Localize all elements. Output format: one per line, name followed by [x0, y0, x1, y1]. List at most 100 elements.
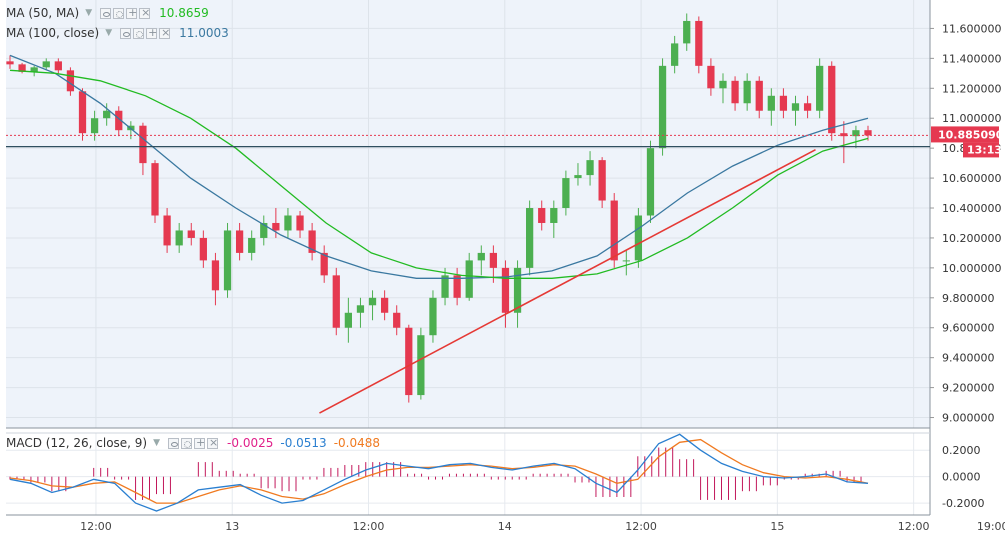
candle-body: [30, 67, 38, 72]
candle-body: [767, 95, 775, 111]
candle-body: [538, 208, 546, 223]
candle-body: [465, 260, 473, 298]
chevron-down-icon[interactable]: ▼: [85, 8, 93, 18]
x-tick-label: 15: [770, 520, 784, 533]
gear-icon[interactable]: [113, 7, 125, 19]
candle-body: [248, 237, 256, 253]
candle-body: [296, 215, 304, 231]
countdown-tag: [963, 142, 999, 158]
candle-body: [103, 110, 111, 119]
ma50-line: [9, 69, 869, 279]
candle-body: [260, 222, 268, 238]
candle-body: [405, 327, 413, 396]
candle-body: [864, 130, 872, 136]
candle-body: [828, 65, 836, 134]
candle-body: [671, 43, 679, 66]
close-icon[interactable]: [207, 436, 218, 449]
macd-y-tick-label: -0.2000: [942, 497, 984, 510]
x-tick-label: 12:00: [625, 520, 657, 533]
candle-body: [163, 215, 171, 246]
eye-icon[interactable]: [120, 27, 132, 39]
candle-body: [598, 160, 606, 201]
y-tick-label: 9.000000: [942, 412, 995, 425]
y-tick-label: 9.200000: [942, 382, 995, 395]
candle-body: [719, 80, 727, 89]
candle-body: [574, 175, 582, 179]
x-tick-label: 12:00: [353, 520, 385, 533]
candle-body: [803, 103, 812, 111]
candle-body: [66, 70, 75, 92]
candle-body: [175, 230, 183, 246]
candle-body: [816, 65, 824, 111]
candle-body: [779, 95, 788, 111]
y-tick-label: 9.800000: [942, 292, 995, 305]
candle-body: [550, 208, 558, 223]
y-tick-label: 11.600000: [942, 22, 1002, 35]
macd-legend[interactable]: MACD (12, 26, close, 9) ▼ -0.0025 -0.051…: [6, 435, 380, 451]
macd-line: [9, 433, 869, 512]
y-tick-label: 10.400000: [942, 202, 1002, 215]
y-tick-label: 10.000000: [942, 262, 1002, 275]
x-tick-label: 12:00: [80, 520, 112, 533]
candle-body: [18, 64, 26, 72]
x-tick-label: 13: [225, 520, 239, 533]
macd-plot-area: [6, 433, 930, 515]
price-tag: [931, 126, 999, 143]
y-tick-label: 11.200000: [942, 82, 1002, 95]
candle-body: [610, 200, 618, 261]
candle-body: [235, 230, 244, 253]
eye-icon[interactable]: [100, 7, 112, 19]
close-icon[interactable]: [139, 6, 150, 19]
candle-body: [646, 148, 655, 216]
ma50-legend-value: 10.8659: [159, 6, 209, 20]
macd-legend-label: MACD (12, 26, close, 9): [6, 436, 148, 450]
candle-body: [562, 178, 570, 209]
plus-icon[interactable]: [126, 6, 137, 19]
y-tick-label: 10.200000: [942, 232, 1002, 245]
candle-body: [441, 275, 449, 298]
candle-body: [332, 275, 340, 328]
candle-body: [344, 312, 352, 328]
macd-value-hist: -0.0025: [227, 436, 274, 450]
candle-body: [513, 267, 522, 313]
gear-icon[interactable]: [133, 27, 145, 39]
ma50-legend[interactable]: MA (50, MA) ▼ 10.8659: [6, 5, 209, 21]
candle-body: [284, 215, 292, 231]
candle-body: [393, 312, 401, 328]
y-tick-label: 9.600000: [942, 322, 995, 335]
candle-body: [453, 275, 461, 298]
candle-body: [586, 160, 594, 176]
chevron-down-icon[interactable]: ▼: [105, 28, 113, 38]
ma100-legend[interactable]: MA (100, close) ▼ 11.0003: [6, 25, 229, 41]
candle-body: [477, 252, 485, 261]
x-tick-label: 19:00: [977, 520, 1005, 533]
candle-body: [308, 230, 316, 253]
candle-body: [622, 260, 630, 262]
eye-icon[interactable]: [168, 437, 180, 449]
main-plot-area: [6, 0, 930, 428]
chevron-down-icon[interactable]: ▼: [153, 438, 161, 448]
candle-body: [707, 65, 715, 89]
y-tick-label: 11.000000: [942, 112, 1002, 125]
candle-body: [731, 80, 739, 104]
y-tick-label: 9.400000: [942, 352, 995, 365]
candle-body: [54, 61, 62, 71]
candle-body: [151, 163, 159, 216]
price-tag-label: 10.885090: [938, 128, 1004, 141]
candle-body: [187, 230, 195, 238]
plus-icon[interactable]: [146, 26, 157, 39]
plus-icon[interactable]: [194, 436, 205, 449]
candle-body: [272, 222, 280, 231]
candle-body: [368, 297, 377, 306]
y-tick-label: 10.600000: [942, 172, 1002, 185]
candle-body: [42, 61, 50, 68]
macd-y-tick-label: 0.2000: [942, 444, 981, 457]
candle-body: [489, 252, 498, 268]
candle-body: [356, 305, 365, 313]
gear-icon[interactable]: [181, 437, 193, 449]
candle-body: [695, 20, 703, 66]
candle-body: [429, 297, 437, 336]
close-icon[interactable]: [159, 26, 170, 39]
